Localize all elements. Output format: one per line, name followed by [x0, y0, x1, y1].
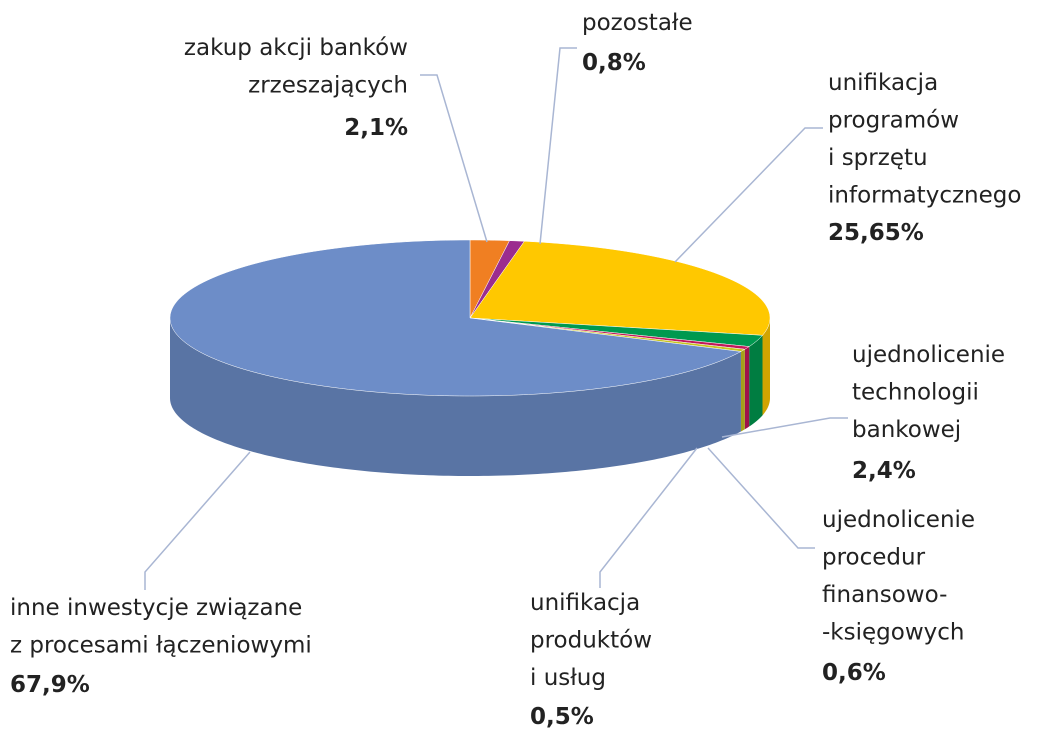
value-label: 2,4% [852, 458, 916, 484]
slice-label: unifikacja produktów i usług [530, 590, 652, 691]
slice-side [744, 346, 750, 430]
leader-line [144, 451, 251, 590]
leader-line [420, 74, 488, 243]
slice-side [762, 318, 770, 416]
slice-label: ujednolicenie procedur finansowo--księgowy… [822, 507, 975, 646]
slice-label: ujednolicenie technologii bankowej [852, 342, 1005, 443]
leader-line [707, 447, 815, 549]
value-label: 67,9% [10, 672, 90, 698]
slice-side [749, 335, 763, 427]
slice [169, 239, 742, 397]
leader-line [599, 447, 698, 588]
slice-label: zakup akcji banków zrzeszających [184, 35, 408, 99]
slice-label: pozostałe [582, 10, 693, 36]
value-label: 25,65% [828, 220, 924, 246]
value-label: 2,1% [344, 115, 408, 141]
leader-line [539, 47, 577, 245]
slice-label: unifikacja programów i sprzętu informatyczn… [828, 70, 1021, 209]
slice-side [740, 349, 745, 432]
slice-label: inne inwestycje związane z procesami łącz… [10, 595, 312, 659]
slice [469, 317, 764, 347]
leader-line [674, 127, 823, 263]
value-label: 0,6% [822, 660, 886, 686]
leader-line [721, 417, 848, 438]
value-label: 0,5% [530, 704, 594, 730]
value-label: 0,8% [582, 50, 646, 76]
slice [469, 241, 771, 336]
slice-side [170, 318, 741, 476]
